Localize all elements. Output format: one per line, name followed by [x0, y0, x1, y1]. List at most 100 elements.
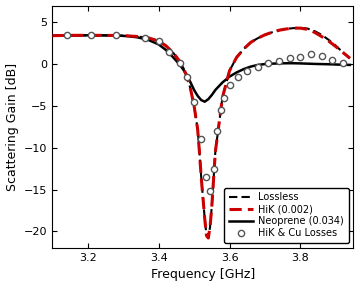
- HiK (0.002): [164, 44, 168, 47]
- Neoprene (0.034): [284, 61, 288, 65]
- Lossless: [185, 75, 189, 78]
- X-axis label: Frequency [GHz]: Frequency [GHz]: [151, 268, 255, 282]
- Neoprene (0.034): [341, 63, 345, 67]
- Neoprene (0.034): [61, 34, 65, 37]
- Legend: Lossless, HiK (0.002), Neoprene (0.034), HiK & Cu Losses: Lossless, HiK (0.002), Neoprene (0.034),…: [224, 188, 349, 243]
- HiK (0.002): [263, 33, 267, 36]
- HiK (0.002): [71, 34, 76, 37]
- Neoprene (0.034): [242, 67, 246, 71]
- Lossless: [50, 34, 55, 37]
- Neoprene (0.034): [157, 43, 161, 46]
- Lossless: [171, 51, 175, 54]
- HiK (0.002): [61, 34, 65, 37]
- HiK (0.002): [171, 51, 175, 54]
- HiK (0.002): [348, 57, 352, 60]
- Neoprene (0.034): [227, 75, 232, 78]
- Neoprene (0.034): [135, 36, 140, 39]
- Neoprene (0.034): [277, 62, 281, 65]
- Line: HiK & Cu Losses: HiK & Cu Losses: [64, 32, 346, 194]
- Lossless: [284, 27, 288, 31]
- HiK & Cu Losses: [245, 69, 250, 73]
- HiK (0.002): [157, 39, 161, 43]
- Lossless: [277, 28, 281, 32]
- Lossless: [326, 38, 331, 42]
- Lossless: [206, 236, 210, 240]
- Neoprene (0.034): [196, 94, 200, 98]
- HiK (0.002): [178, 60, 182, 63]
- Line: HiK (0.002): HiK (0.002): [52, 28, 350, 238]
- Neoprene (0.034): [192, 88, 196, 92]
- HiK (0.002): [334, 45, 338, 48]
- Lossless: [125, 34, 129, 38]
- Lossless: [164, 44, 168, 47]
- Lossless: [61, 34, 65, 37]
- Neoprene (0.034): [188, 81, 193, 84]
- HiK (0.002): [291, 26, 295, 30]
- HiK & Cu Losses: [256, 65, 260, 68]
- HiK (0.002): [277, 28, 281, 32]
- Neoprene (0.034): [348, 63, 352, 67]
- HiK & Cu Losses: [211, 167, 216, 170]
- Neoprene (0.034): [181, 68, 186, 72]
- Y-axis label: Scattering Gain [dB]: Scattering Gain [dB]: [5, 63, 19, 191]
- HiK (0.002): [210, 205, 214, 208]
- Neoprene (0.034): [93, 34, 97, 37]
- HiK (0.002): [146, 36, 150, 40]
- Lossless: [305, 27, 309, 30]
- HiK (0.002): [270, 31, 274, 34]
- Lossless: [242, 47, 246, 51]
- Neoprene (0.034): [210, 93, 214, 97]
- HiK (0.002): [312, 31, 317, 34]
- Neoprene (0.034): [199, 98, 203, 102]
- Lossless: [298, 26, 303, 30]
- HiK (0.002): [82, 34, 87, 37]
- HiK & Cu Losses: [192, 100, 196, 103]
- HiK & Cu Losses: [309, 52, 313, 56]
- HiK & Cu Losses: [178, 61, 182, 65]
- HiK & Cu Losses: [266, 61, 271, 65]
- Lossless: [188, 88, 193, 91]
- HiK (0.002): [185, 75, 189, 78]
- HiK & Cu Losses: [320, 54, 324, 57]
- HiK & Cu Losses: [143, 36, 147, 40]
- Lossless: [348, 57, 352, 60]
- HiK (0.002): [199, 175, 203, 179]
- Lossless: [213, 150, 218, 154]
- Neoprene (0.034): [270, 62, 274, 65]
- HiK & Cu Losses: [288, 57, 292, 60]
- HiK & Cu Losses: [219, 108, 223, 112]
- Lossless: [178, 60, 182, 63]
- Lossless: [197, 150, 201, 154]
- Lossless: [114, 34, 118, 37]
- HiK & Cu Losses: [65, 34, 69, 37]
- HiK & Cu Losses: [185, 76, 189, 79]
- HiK (0.002): [305, 28, 309, 31]
- Lossless: [135, 35, 140, 38]
- Neoprene (0.034): [185, 74, 189, 77]
- HiK & Cu Losses: [204, 175, 209, 179]
- HiK (0.002): [197, 150, 201, 154]
- Neoprene (0.034): [206, 98, 210, 101]
- Neoprene (0.034): [334, 63, 338, 66]
- Neoprene (0.034): [263, 62, 267, 66]
- Neoprene (0.034): [256, 63, 260, 67]
- Line: Lossless: Lossless: [52, 28, 350, 238]
- HiK & Cu Losses: [330, 58, 334, 62]
- HiK (0.002): [234, 56, 239, 59]
- Lossless: [263, 33, 267, 36]
- Lossless: [196, 128, 200, 131]
- HiK (0.002): [204, 234, 209, 237]
- Neoprene (0.034): [164, 48, 168, 52]
- HiK (0.002): [341, 51, 345, 54]
- Neoprene (0.034): [248, 65, 253, 68]
- Neoprene (0.034): [291, 61, 295, 65]
- HiK & Cu Losses: [341, 61, 345, 65]
- Lossless: [220, 96, 225, 99]
- HiK & Cu Losses: [89, 34, 94, 37]
- Lossless: [227, 69, 232, 73]
- HiK & Cu Losses: [222, 96, 227, 99]
- Lossless: [270, 31, 274, 34]
- Lossless: [341, 51, 345, 54]
- Neoprene (0.034): [220, 81, 225, 84]
- HiK (0.002): [103, 34, 108, 37]
